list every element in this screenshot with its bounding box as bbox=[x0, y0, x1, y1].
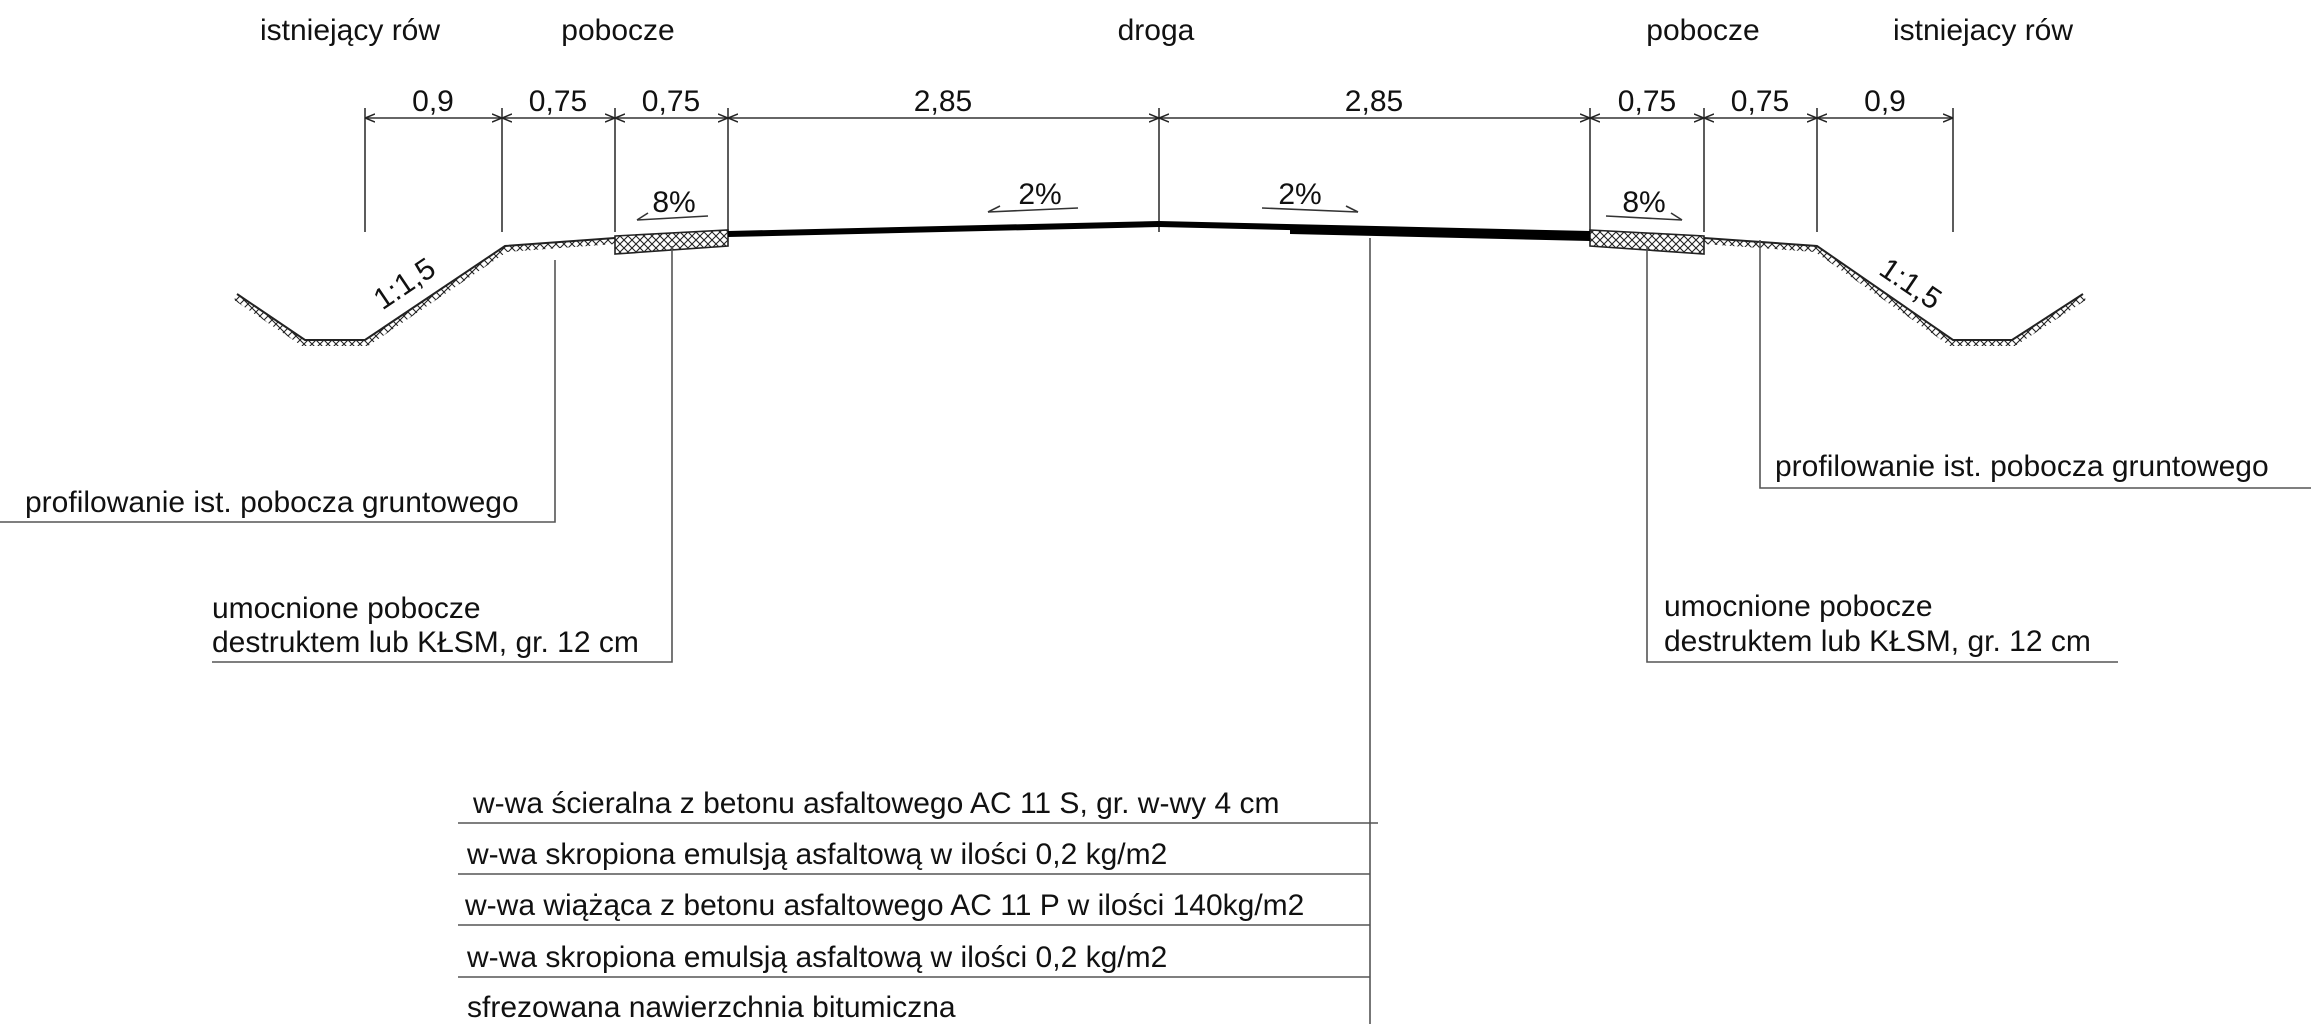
dim-lane-left: 2,85 bbox=[914, 85, 972, 118]
dim-shoulder-inner-left: 0,75 bbox=[642, 85, 700, 118]
header-ditch-right: istniejacy rów bbox=[1893, 14, 2073, 47]
road-surface bbox=[727, 221, 1591, 241]
callout-reinforced-left-line2: destruktem lub KŁSM, gr. 12 cm bbox=[212, 626, 639, 659]
slope-indicators bbox=[636, 205, 1683, 221]
slope-road-right: 2% bbox=[1278, 178, 1321, 211]
header-ditch-left: istniejący rów bbox=[260, 14, 440, 47]
ditch-right-profile bbox=[1703, 237, 2086, 346]
dim-shoulder-inner-right: 0,75 bbox=[1618, 85, 1676, 118]
layer-item: w-wa ścieralna z betonu asfaltowego AC 1… bbox=[472, 787, 1279, 820]
slope-road-left: 2% bbox=[1018, 178, 1061, 211]
leader-reinforced-right bbox=[1646, 246, 2118, 663]
header-road: droga bbox=[1118, 14, 1195, 47]
dimension-extension-lines bbox=[364, 108, 1954, 232]
callout-reinforced-right-line1: umocnione pobocze bbox=[1664, 590, 1933, 623]
dim-ditch-left: 0,9 bbox=[412, 85, 454, 118]
header-shoulder-left: pobocze bbox=[561, 14, 674, 47]
ditch-left-profile bbox=[234, 237, 616, 346]
dim-lane-right: 2,85 bbox=[1345, 85, 1403, 118]
layer-item: w-wa wiążąca z betonu asfaltowego AC 11 … bbox=[464, 889, 1304, 922]
callout-reinforced-right-line2: destruktem lub KŁSM, gr. 12 cm bbox=[1664, 625, 2091, 658]
callout-reinforced-left-line1: umocnione pobocze bbox=[212, 592, 481, 625]
layer-item: w-wa skropiona emulsją asfaltową w ilośc… bbox=[466, 838, 1167, 871]
dim-ditch-right: 0,9 bbox=[1864, 85, 1906, 118]
dim-shoulder-outer-right: 0,75 bbox=[1731, 85, 1789, 118]
callout-profiling-right: profilowanie ist. pobocza gruntowego bbox=[1775, 450, 2269, 483]
slope-embankment-left: 1:1,5 bbox=[368, 252, 442, 317]
slope-shoulder-right: 8% bbox=[1622, 186, 1665, 219]
slope-embankment-right: 1:1,5 bbox=[1873, 252, 1947, 317]
callout-profiling-left: profilowanie ist. pobocza gruntowego bbox=[25, 486, 519, 519]
leader-profiling-right bbox=[1759, 240, 2311, 489]
leader-reinforced-left bbox=[212, 246, 673, 663]
layer-item: w-wa skropiona emulsją asfaltową w ilośc… bbox=[466, 941, 1167, 974]
layer-list bbox=[458, 822, 1378, 978]
layer-item: sfrezowana nawierzchnia bitumiczna bbox=[467, 991, 956, 1024]
slope-shoulder-left: 8% bbox=[652, 186, 695, 219]
reinforced-shoulder-left bbox=[614, 229, 729, 255]
leader-profiling-left bbox=[0, 260, 556, 523]
header-shoulder-right: pobocze bbox=[1646, 14, 1759, 47]
dim-shoulder-outer-left: 0,75 bbox=[529, 85, 587, 118]
